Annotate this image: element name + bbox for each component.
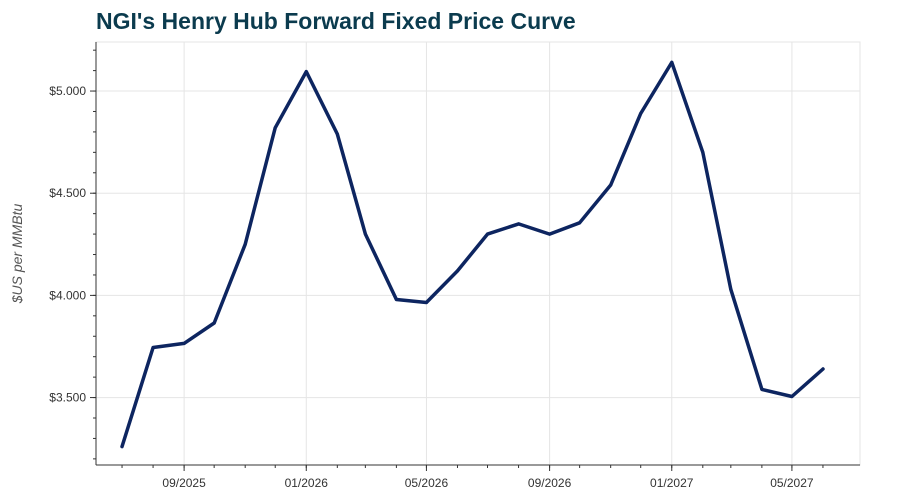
data-point bbox=[394, 298, 398, 301]
y-tick-label: $3.500 bbox=[49, 391, 86, 405]
axes bbox=[90, 42, 860, 471]
data-point bbox=[609, 183, 613, 187]
x-tick-label: 09/2025 bbox=[162, 476, 206, 490]
data-point bbox=[670, 60, 674, 64]
x-tick-label: 09/2026 bbox=[528, 476, 572, 490]
y-tick-label: $4.500 bbox=[49, 186, 86, 200]
data-point bbox=[456, 269, 459, 273]
data-point bbox=[363, 232, 367, 236]
y-axis-title: $US per MMBtu bbox=[9, 203, 25, 304]
y-tick-label: $4.000 bbox=[49, 288, 86, 302]
data-point bbox=[151, 346, 155, 349]
x-tick-label: 05/2027 bbox=[770, 476, 814, 490]
data-point bbox=[578, 221, 582, 225]
data-point bbox=[212, 321, 216, 325]
data-point bbox=[182, 341, 186, 345]
y-tick-label: $5.000 bbox=[49, 84, 86, 98]
grid-lines bbox=[95, 41, 861, 466]
tick-labels: 09/2025 01/2026 05/2026 09/2026 01/2027 05/20… bbox=[9, 84, 814, 490]
data-point bbox=[701, 150, 705, 154]
data-point bbox=[821, 367, 825, 371]
data-point bbox=[424, 301, 428, 304]
x-tick-label: 05/2026 bbox=[405, 476, 449, 490]
x-tick-label: 01/2027 bbox=[650, 476, 694, 490]
data-point bbox=[335, 132, 339, 136]
data-point bbox=[639, 112, 643, 115]
x-tick-label: 01/2026 bbox=[285, 476, 329, 490]
data-point bbox=[304, 70, 308, 74]
data-point bbox=[243, 242, 247, 246]
chart-title: NGI's Henry Hub Forward Fixed Price Curv… bbox=[96, 8, 576, 34]
data-point bbox=[273, 126, 277, 130]
data-point bbox=[517, 222, 521, 226]
plot-frame bbox=[95, 41, 861, 466]
data-point bbox=[760, 387, 764, 391]
series-layer bbox=[120, 60, 825, 449]
data-point bbox=[120, 445, 124, 449]
data-point bbox=[790, 395, 794, 398]
data-point bbox=[486, 232, 489, 236]
data-point bbox=[548, 232, 552, 236]
data-point bbox=[729, 287, 733, 291]
price-series-line bbox=[120, 60, 825, 449]
